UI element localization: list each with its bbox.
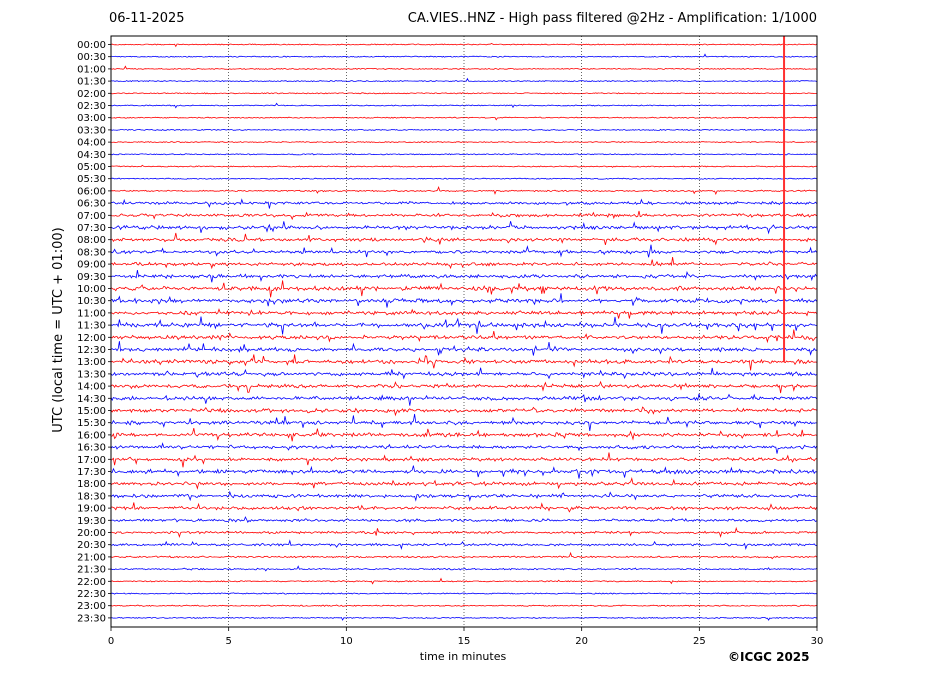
y-tick-label: 18:00 [77,479,106,490]
y-tick-label: 11:30 [77,321,106,332]
y-tick-label: 20:00 [77,528,106,539]
y-tick-label: 03:00 [77,113,106,124]
trace-0730 [110,221,817,235]
y-axis-label: UTC (local time = UTC + 01:00) [51,227,66,432]
x-tick-label: 10 [340,636,353,647]
x-tick-label: 15 [458,636,471,647]
trace-1200 [110,329,817,344]
y-tick-label: 02:00 [77,89,106,100]
y-tick-label: 03:30 [77,125,106,136]
y-tick-label: 19:30 [77,516,106,527]
y-tick-label: 16:00 [77,430,106,441]
x-tick-label: 25 [693,636,706,647]
y-tick-label: 20:30 [77,540,106,551]
y-tick-label: 09:30 [77,272,106,283]
trace-1900 [110,502,817,513]
x-axis: 0 5 10 15 20 25 30 [108,627,824,647]
trace-2230 [110,592,817,595]
trace-0530 [110,177,817,180]
trace-1130 [110,316,817,335]
trace-2300 [110,604,817,607]
y-tick-label: 01:30 [77,77,106,88]
y-tick-label: 17:30 [77,467,106,478]
trace-1830 [110,490,817,502]
trace-0030 [110,53,817,58]
x-tick-label: 30 [811,636,824,647]
y-tick-label: 23:30 [77,613,106,624]
chart-date: 06-11-2025 [109,11,185,26]
trace-1630 [110,442,817,454]
trace-1730 [110,465,817,479]
trace-1500 [110,406,817,417]
trace-1300 [110,354,817,371]
x-tick-label: 0 [108,636,114,647]
y-tick-label: 22:30 [77,589,106,600]
y-tick-label: 15:30 [77,418,106,429]
trace-2130 [110,565,817,572]
trace-2030 [110,539,817,550]
y-tick-label: 09:00 [77,260,106,271]
x-tick-label: 20 [575,636,588,647]
y-tick-label: 07:00 [77,211,106,222]
trace-1530 [111,413,817,431]
trace-2100 [110,551,817,560]
y-tick-label: 13:30 [77,369,106,380]
trace-1930 [110,516,817,524]
y-tick-label: 10:00 [77,284,106,295]
y-tick-label: 04:30 [77,150,106,161]
y-tick-label: 06:30 [77,199,106,210]
trace-1400 [110,380,817,394]
y-tick-label: 05:00 [77,162,106,173]
y-tick-label: 15:00 [77,406,106,417]
trace-1100 [110,308,817,319]
y-tick-label: 05:30 [77,174,106,185]
y-tick-label: 01:00 [77,64,106,75]
copyright-notice: ©ICGC 2025 [728,650,810,664]
chart-title: CA.VIES..HNZ - High pass filtered @2Hz -… [407,11,817,26]
y-tick-label: 17:00 [77,455,106,466]
y-tick-label: 11:00 [77,308,106,319]
y-tick-label: 21:30 [77,565,106,576]
trace-2200 [110,577,817,585]
y-tick-label: 14:30 [77,394,106,405]
trace-0600 [110,186,817,196]
y-tick-label: 13:00 [77,357,106,368]
y-tick-label: 02:30 [77,101,106,112]
y-tick-label: 21:00 [77,552,106,563]
y-tick-label: 18:30 [77,491,106,502]
trace-1600 [111,428,817,442]
y-tick-label: 22:00 [77,577,106,588]
y-tick-label: 04:00 [77,138,106,149]
trace-0700 [110,210,817,221]
y-tick-label: 07:30 [77,223,106,234]
x-tick-label: 5 [225,636,231,647]
y-tick-label: 08:00 [77,235,106,246]
grid-layer [228,36,700,627]
y-tick-label: 23:00 [77,601,106,612]
y-tick-label: 08:30 [77,247,106,258]
y-tick-label: 12:30 [77,345,106,356]
trace-0000 [110,43,817,48]
y-tick-label: 00:30 [77,52,106,63]
trace-0500 [110,164,817,168]
y-tick-label: 10:30 [77,296,106,307]
plot-frame [110,35,818,628]
trace-1330 [110,367,817,380]
x-axis-label: time in minutes [420,650,507,663]
trace-0430 [110,153,817,156]
trace-0800 [110,232,817,246]
y-tick-label: 00:00 [77,40,106,51]
y-tick-label: 12:00 [77,333,106,344]
trace-2000 [110,526,817,539]
y-tick-label: 16:30 [77,443,106,454]
y-tick-label: 14:00 [77,382,106,393]
y-tick-label: 19:00 [77,504,106,515]
trace-1430 [110,393,817,406]
y-tick-label: 06:00 [77,186,106,197]
